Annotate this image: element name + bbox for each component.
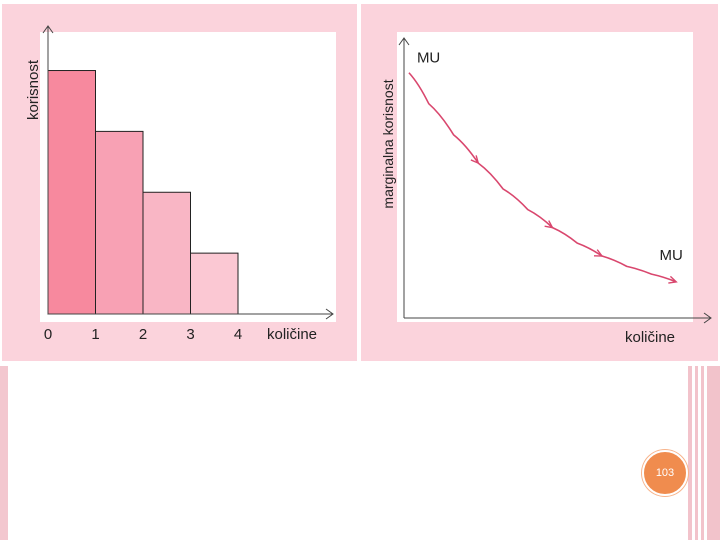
mu-curve-arrow [668, 275, 678, 284]
mu-end-label: MU [660, 247, 683, 264]
marginal-utility-chart-panel: MU MU količine marginalna korisnost [361, 4, 718, 361]
utility-bar [47, 70, 96, 315]
mu-curve-arrow [593, 249, 604, 257]
mu-curve-arrow [470, 155, 480, 165]
utility-bar [95, 130, 144, 315]
x-tick-label: 2 [139, 326, 147, 343]
left-decoration-strip [0, 366, 8, 540]
x-axis-arrow [325, 308, 334, 320]
total-utility-chart: 0 1 2 3 4 količine korisnost [25, 25, 336, 343]
y-axis-arrow [42, 25, 54, 34]
mu-curve [408, 72, 677, 283]
utility-chart-panel: 0 1 2 3 4 količine korisnost [2, 4, 357, 361]
x-tick-label: 0 [44, 326, 52, 343]
x-axis-arrow [703, 312, 712, 324]
utility-bar [190, 252, 239, 315]
page-number-badge: 103 [642, 450, 688, 496]
utility-bar [142, 191, 191, 315]
marginal-utility-chart: MU MU količine marginalna korisnost [380, 32, 712, 346]
y-axis-label: korisnost [25, 59, 42, 120]
mu-curve-arrow [544, 220, 554, 229]
y-axis-label: marginalna korisnost [380, 79, 396, 208]
mu-start-label: MU [417, 50, 440, 67]
x-axis-label: količine [267, 326, 317, 343]
plot-area [397, 32, 693, 322]
right-decoration-stripes [688, 366, 720, 540]
x-tick-label: 3 [186, 326, 194, 343]
x-axis-label: količine [625, 329, 675, 346]
x-tick-label: 1 [91, 326, 99, 343]
y-axis-arrow [398, 37, 410, 46]
x-tick-label: 4 [234, 326, 242, 343]
